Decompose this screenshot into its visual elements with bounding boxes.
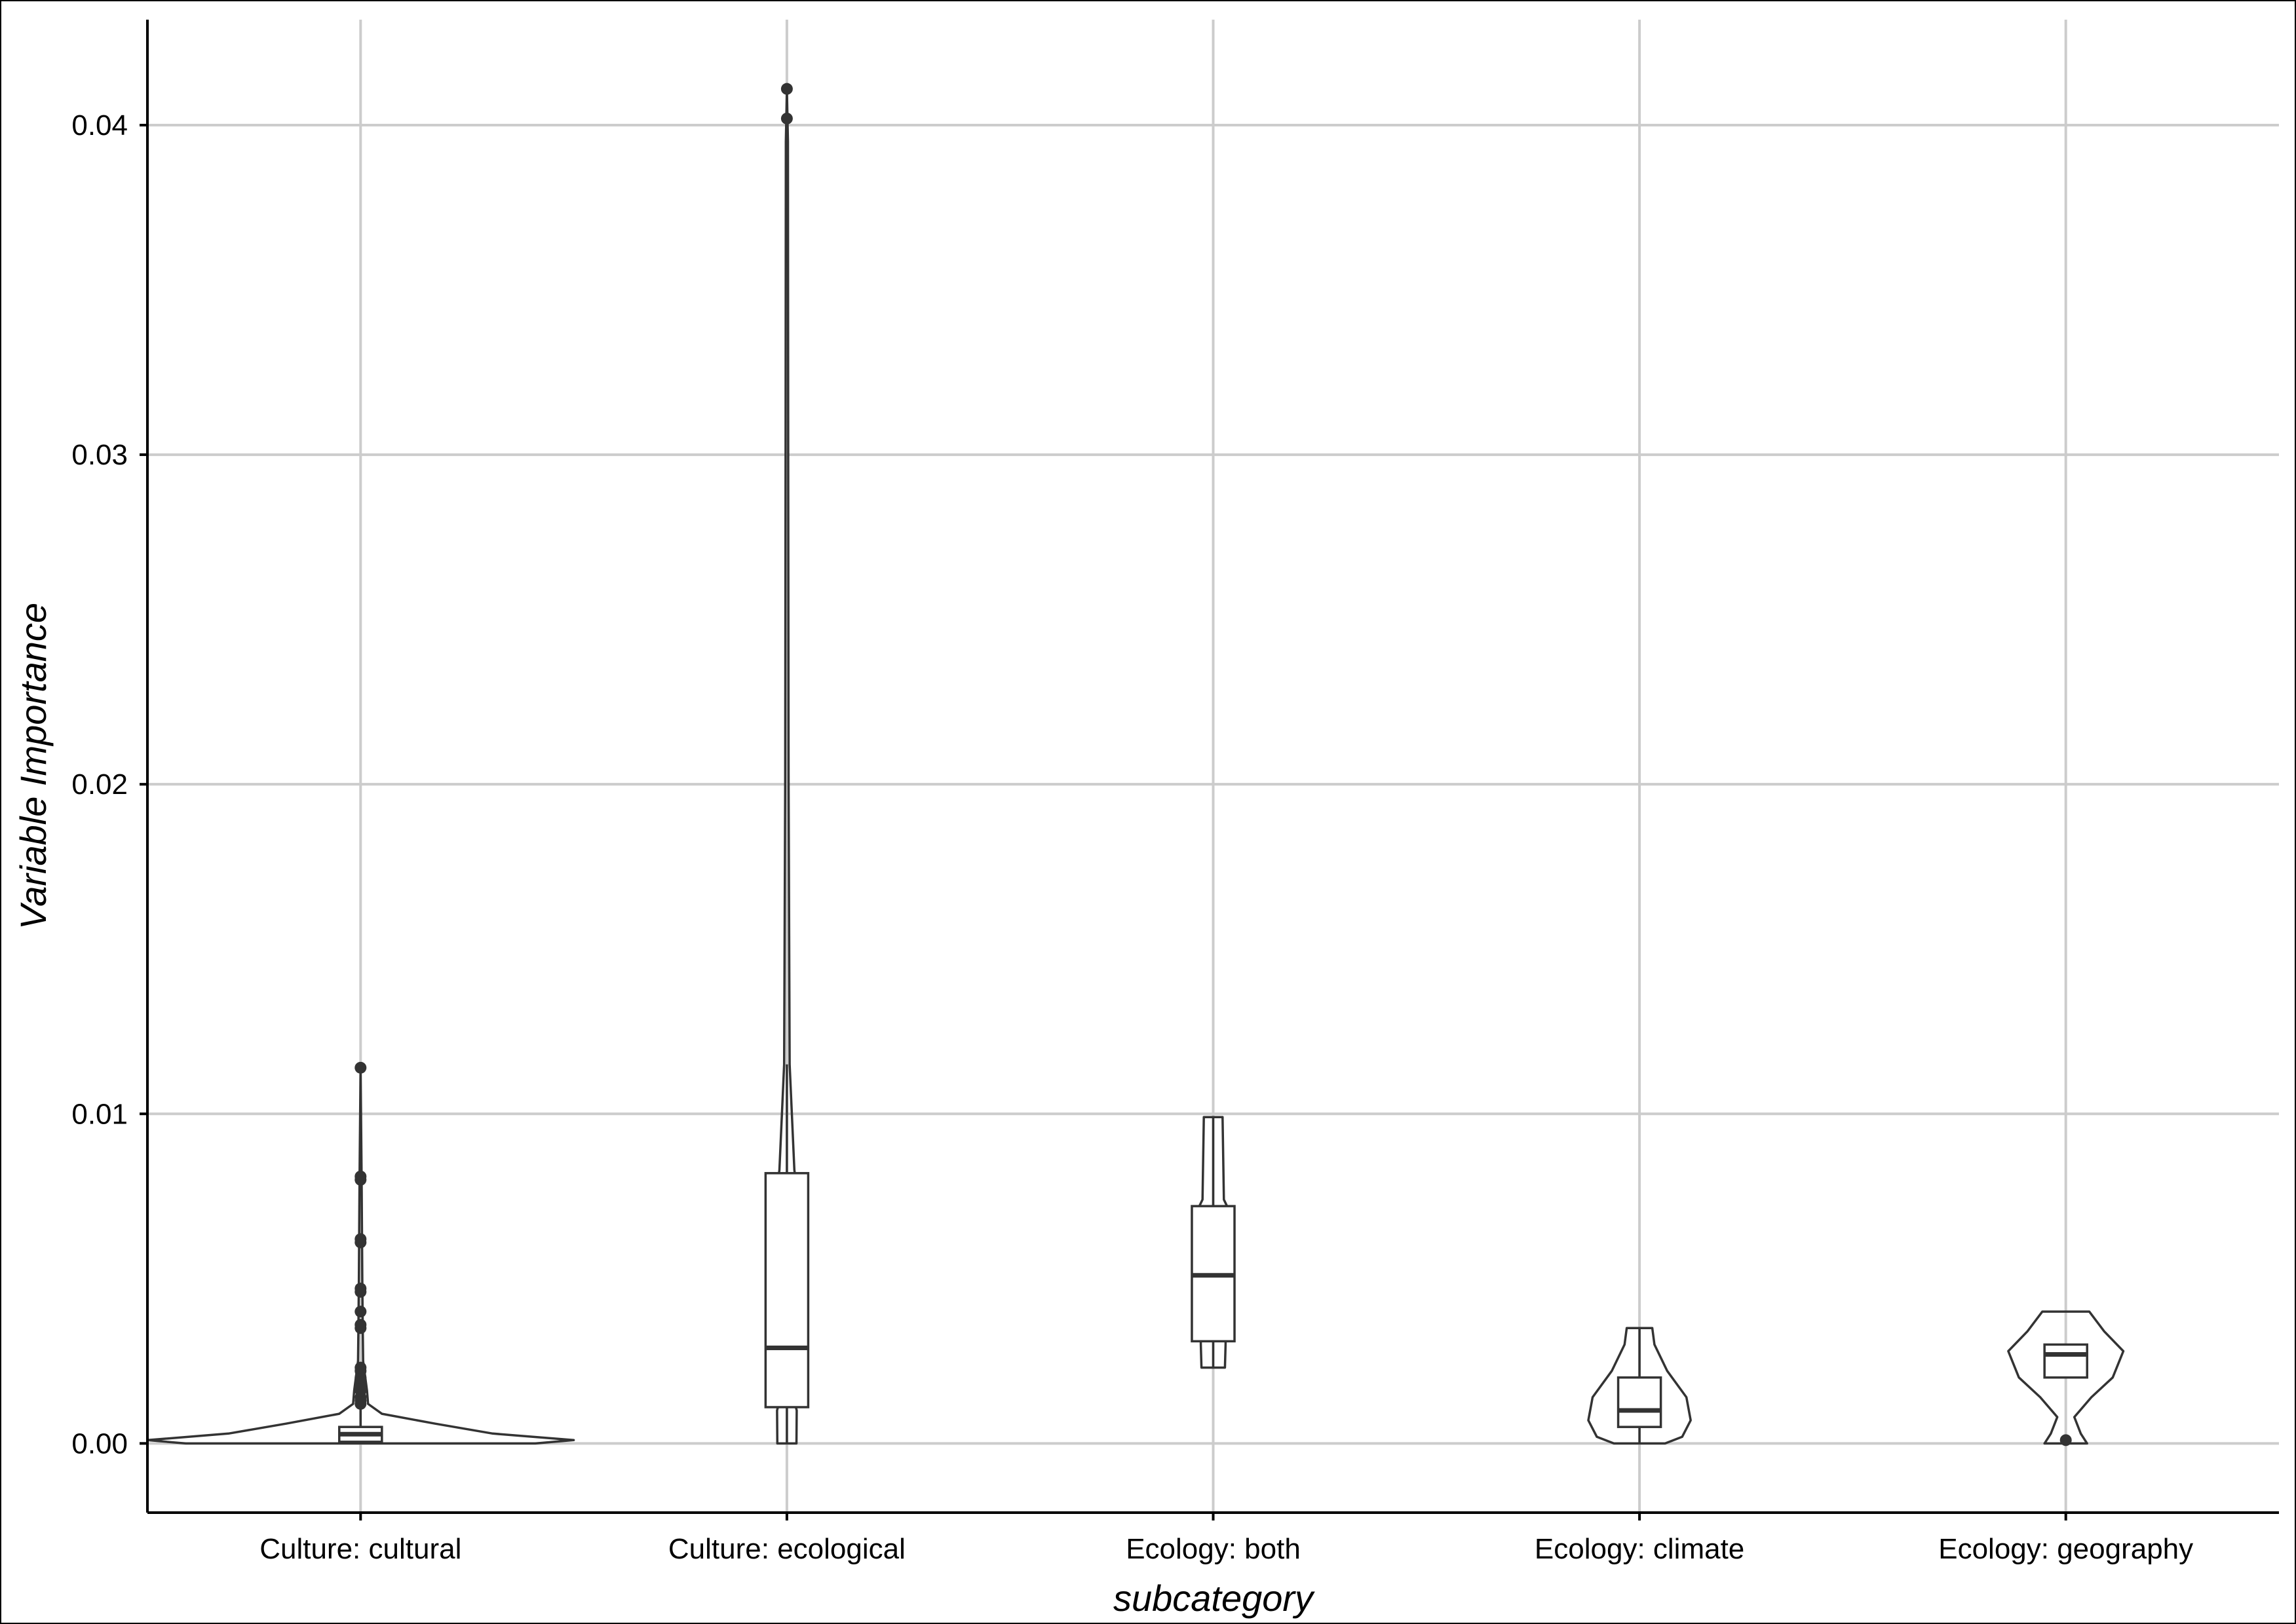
outlier-point <box>780 83 793 95</box>
x-tick-label: Ecology: climate <box>1535 1533 1744 1565</box>
y-tick-label: 0.00 <box>71 1427 128 1460</box>
axes <box>140 20 2279 1520</box>
outlier-point <box>2059 1434 2072 1446</box>
violin-shape <box>2007 1310 2125 1445</box>
violin-shape <box>146 1067 575 1445</box>
violins <box>146 87 2125 1445</box>
x-axis-title: subcategory <box>1113 1577 1315 1619</box>
violin-shape <box>1587 1327 1692 1445</box>
y-tick-label: 0.02 <box>71 768 128 801</box>
y-tick-label: 0.01 <box>71 1098 128 1130</box>
x-tick-label: Ecology: both <box>1126 1533 1301 1565</box>
iqr-box <box>2043 1343 2088 1379</box>
outlier-point <box>354 1061 367 1074</box>
x-tick-label: Culture: cultural <box>259 1533 461 1565</box>
iqr-box <box>764 1172 810 1408</box>
iqr-box <box>1617 1376 1662 1428</box>
y-tick-label: 0.03 <box>71 439 128 471</box>
outlier-point <box>354 1319 367 1331</box>
x-tick-label: Culture: ecological <box>668 1533 906 1565</box>
x-tick-label: Ecology: geography <box>1938 1533 2193 1565</box>
outlier-point <box>354 1361 367 1374</box>
outlier-point <box>354 1233 367 1245</box>
outlier-point <box>354 1282 367 1294</box>
outlier-points <box>354 83 2072 1446</box>
y-axis-title: Variable Importance <box>12 603 54 930</box>
outlier-point <box>780 112 793 124</box>
y-tick-label: 0.04 <box>71 109 128 142</box>
outlier-point <box>354 1170 367 1182</box>
boxplots <box>338 1064 2088 1444</box>
tick-labels: 0.00 0.01 0.02 0.03 0.04 Culture: cultural Cul… <box>71 109 2193 1565</box>
outlier-point <box>354 1306 367 1318</box>
